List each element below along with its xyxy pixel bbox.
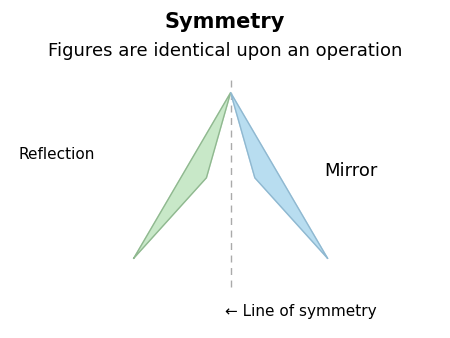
Text: ← Line of symmetry: ← Line of symmetry [225, 304, 377, 319]
Text: Mirror: Mirror [324, 162, 378, 180]
Text: Reflection: Reflection [18, 147, 94, 162]
Text: Figures are identical upon an operation: Figures are identical upon an operation [48, 42, 402, 60]
Polygon shape [134, 93, 230, 258]
Text: Symmetry: Symmetry [165, 12, 285, 32]
Polygon shape [230, 93, 328, 258]
